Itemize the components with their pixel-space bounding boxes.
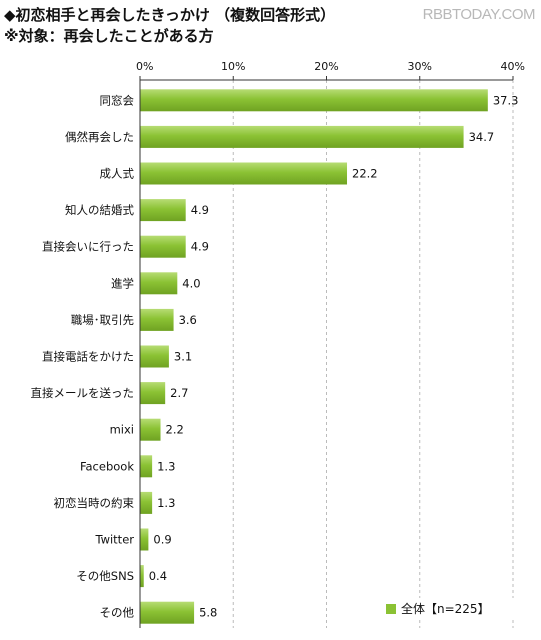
value-label: 3.6 [179,313,197,327]
category-label: 直接電話をかけた [42,350,134,364]
bar [140,199,186,222]
bar [140,89,488,112]
value-label: 0.4 [149,569,167,583]
value-label: 3.1 [174,350,192,364]
bar [140,601,195,624]
category-label: Facebook [80,459,134,473]
bar [140,455,153,478]
category-label: その他SNS [76,569,134,583]
category-label: その他 [100,606,135,620]
category-label: 同窓会 [100,93,135,107]
value-label: 0.9 [153,533,171,547]
bar [140,382,166,405]
bar [140,345,169,368]
bar [140,418,161,441]
chart-subtitle: ※対象：再会したことがある方 [4,27,214,45]
category-label: 知人の結婚式 [65,203,134,217]
value-label: 4.9 [191,203,209,217]
category-label: Twitter [94,533,134,547]
legend-swatch [386,604,396,614]
bar [140,235,186,258]
x-tick-label: 0% [136,60,153,73]
category-label: 偶然再会した [65,130,134,144]
gridlines [232,80,514,628]
x-tick-label: 20% [314,60,338,73]
legend-label: 全体【n=225】 [401,601,490,616]
value-label: 1.3 [157,496,175,510]
bar [140,272,178,295]
value-label: 2.7 [170,386,188,400]
bar [140,565,144,588]
bar [140,308,174,331]
value-label: 1.3 [157,459,175,473]
value-label: 5.8 [199,606,217,620]
legend: 全体【n=225】 [378,598,518,620]
value-labels: 37.3 34.7 22.2 4.9 4.9 4.0 3.6 3.1 2.7 2.2 1.3 1.3 0… [149,93,519,619]
bar [140,125,464,148]
x-tick-label: 40% [501,60,525,73]
bar [140,491,153,514]
chart-title: ◆初恋相手と再会したきっかけ （複数回答形式） [4,6,336,24]
category-label: mixi [110,423,134,437]
bar [140,528,149,551]
bars [140,89,488,624]
x-axis-ticks: 0% 10% 20% 30% 40% [136,60,525,80]
category-label: 職場･取引先 [71,313,134,327]
value-label: 4.9 [191,240,209,254]
value-label: 4.0 [182,276,200,290]
axes [139,79,513,628]
x-tick-label: 10% [221,60,245,73]
value-label: 22.2 [352,167,378,181]
bar [140,162,348,185]
category-labels: 同窓会偶然再会した成人式知人の結婚式直接会いに行った進学職場･取引先直接電話をか… [31,93,135,619]
category-label: 進学 [111,276,134,290]
category-label: 直接メールを送った [31,386,135,400]
category-label: 直接会いに行った [42,240,134,254]
x-tick-label: 30% [408,60,432,73]
value-label: 37.3 [493,93,519,107]
category-label: 成人式 [100,167,135,181]
value-label: 34.7 [469,130,495,144]
legend-box [378,598,518,620]
category-label: 初恋当時の約束 [54,496,135,510]
watermark: RBBTODAY.COM [422,6,536,23]
value-label: 2.2 [166,423,184,437]
